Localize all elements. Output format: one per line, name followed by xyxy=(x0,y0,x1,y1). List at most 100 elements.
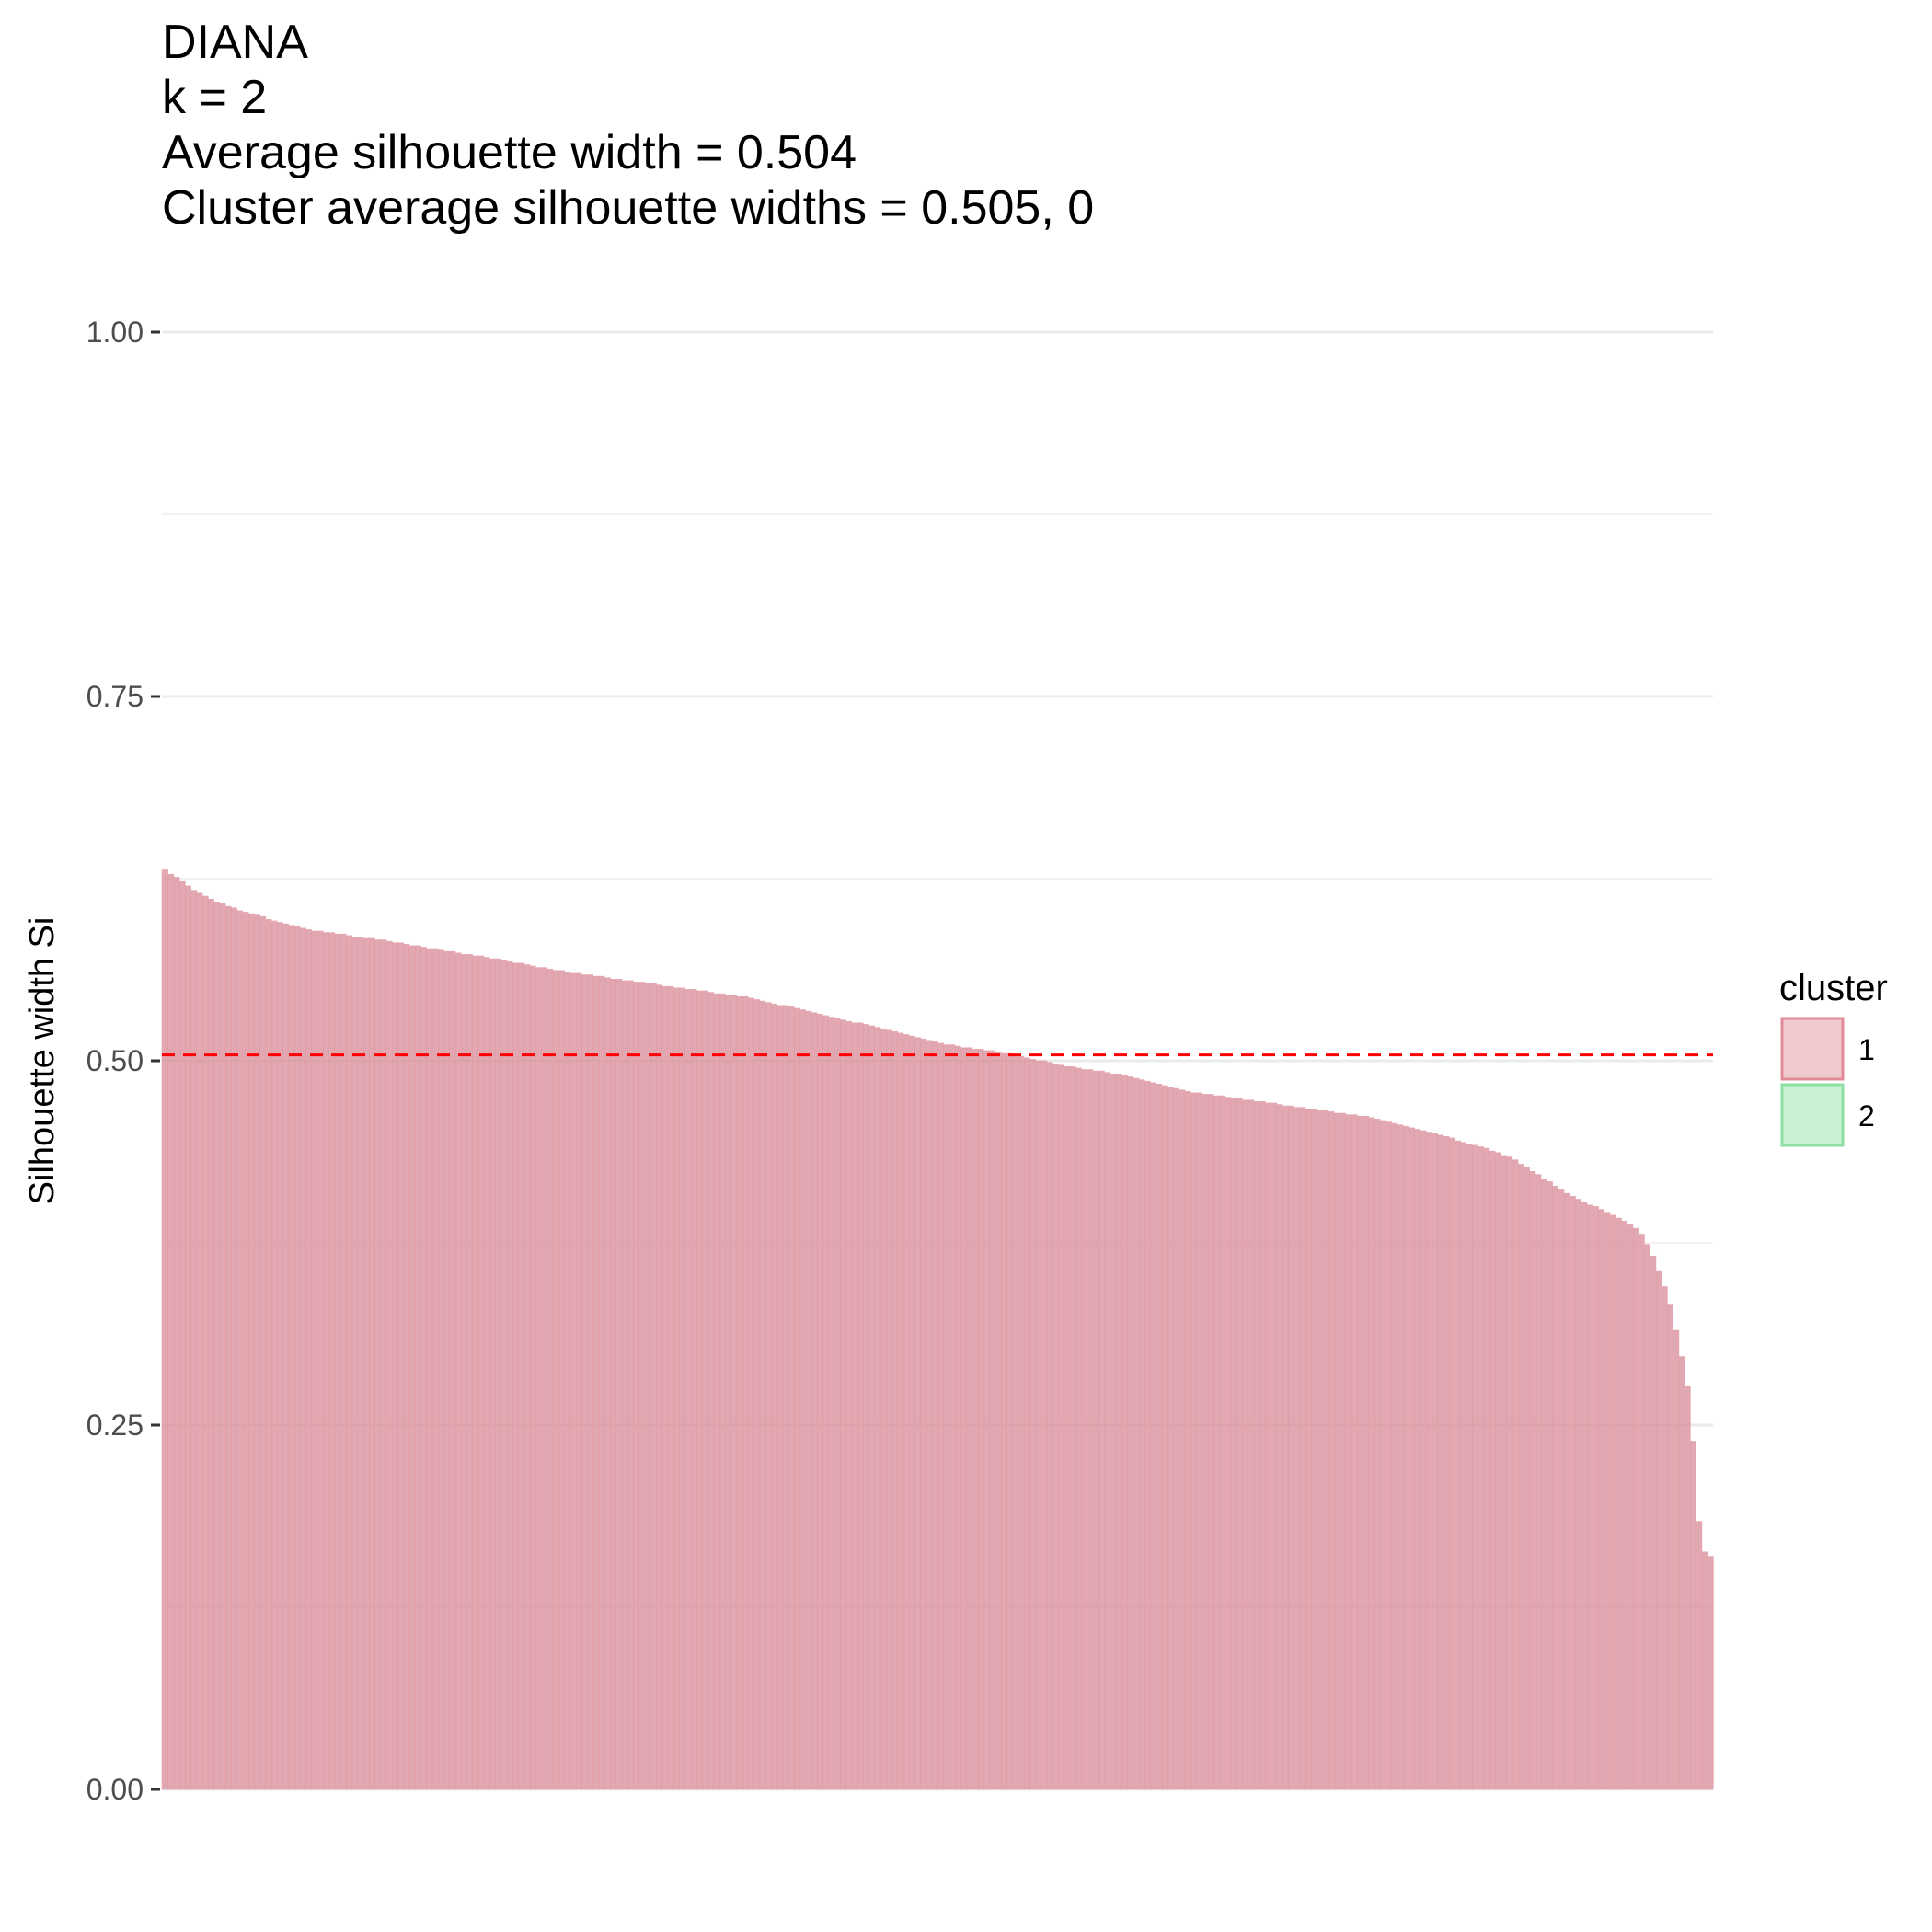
silhouette-bar xyxy=(1144,1080,1151,1790)
silhouette-bar xyxy=(1535,1174,1542,1790)
silhouette-bar xyxy=(379,939,387,1790)
silhouette-bar xyxy=(173,877,180,1790)
silhouette-bar xyxy=(351,937,359,1790)
silhouette-bar xyxy=(857,1022,864,1790)
silhouette-bar xyxy=(178,880,186,1790)
silhouette-bar xyxy=(788,1006,795,1790)
silhouette-bar xyxy=(719,993,726,1790)
silhouette-bar xyxy=(282,923,290,1790)
silhouette-bar xyxy=(402,943,410,1790)
silhouette-bar xyxy=(972,1049,979,1790)
silhouette-bar xyxy=(627,980,634,1790)
silhouette-bar xyxy=(891,1031,898,1790)
silhouette-bar xyxy=(1345,1114,1352,1790)
silhouette-bar xyxy=(1581,1202,1588,1790)
silhouette-bar xyxy=(1155,1084,1163,1790)
silhouette-bar xyxy=(1270,1102,1278,1790)
silhouette-bar xyxy=(1322,1110,1329,1790)
silhouette-bar xyxy=(1655,1270,1662,1790)
silhouette-bar xyxy=(880,1028,887,1790)
silhouette-bar xyxy=(914,1037,921,1790)
silhouette-bar xyxy=(1540,1179,1547,1790)
silhouette-bar xyxy=(483,957,490,1790)
silhouette-bar xyxy=(937,1042,944,1790)
silhouette-bar xyxy=(707,992,715,1790)
silhouette-bar xyxy=(1138,1079,1145,1790)
silhouette-bar xyxy=(500,960,508,1790)
silhouette-bar xyxy=(1374,1119,1381,1790)
silhouette-bar xyxy=(1574,1199,1582,1790)
silhouette-bar xyxy=(1087,1069,1094,1790)
silhouette-bar xyxy=(207,898,214,1790)
silhouette-bar xyxy=(161,869,168,1790)
silhouette-bar xyxy=(558,970,565,1790)
silhouette-bar xyxy=(368,937,375,1790)
silhouette-bar xyxy=(546,968,554,1790)
silhouette-bar xyxy=(575,972,582,1790)
silhouette-bar xyxy=(942,1044,950,1790)
silhouette-bar xyxy=(1259,1101,1266,1790)
legend-key xyxy=(1780,1083,1845,1147)
silhouette-bar xyxy=(1172,1087,1179,1790)
silhouette-bar xyxy=(1385,1121,1393,1790)
silhouette-bar xyxy=(885,1029,892,1790)
silhouette-bar xyxy=(776,1005,784,1790)
silhouette-bar xyxy=(1597,1209,1605,1790)
silhouette-bar xyxy=(494,958,502,1790)
silhouette-bar xyxy=(1666,1304,1673,1790)
legend-key xyxy=(1780,1017,1845,1081)
silhouette-bar xyxy=(919,1038,927,1790)
silhouette-bar xyxy=(339,933,347,1790)
silhouette-bar xyxy=(190,890,198,1790)
silhouette-bar xyxy=(655,984,662,1790)
silhouette-bar xyxy=(782,1005,789,1790)
silhouette-bar xyxy=(1293,1107,1301,1790)
bars xyxy=(161,869,1714,1790)
silhouette-bar xyxy=(1029,1059,1036,1790)
silhouette-bar xyxy=(828,1017,835,1790)
silhouette-bar xyxy=(1098,1070,1105,1790)
silhouette-bar xyxy=(1505,1156,1513,1790)
silhouette-bar xyxy=(1546,1181,1553,1790)
silhouette-bar xyxy=(1632,1227,1639,1790)
silhouette-bar xyxy=(581,974,588,1790)
silhouette-bar xyxy=(1057,1064,1065,1790)
silhouette-bar xyxy=(1689,1441,1696,1790)
silhouette-bar xyxy=(845,1020,853,1790)
silhouette-bar xyxy=(1620,1220,1628,1790)
silhouette-bar xyxy=(512,962,519,1790)
silhouette-bar xyxy=(701,990,708,1790)
silhouette-bar xyxy=(995,1052,1002,1790)
silhouette-bar xyxy=(1190,1092,1197,1790)
silhouette-bar xyxy=(1184,1090,1191,1790)
silhouette-bar xyxy=(1103,1072,1111,1790)
silhouette-bar xyxy=(1167,1087,1174,1790)
silhouette-bar xyxy=(247,913,255,1790)
silhouette-bar xyxy=(632,982,639,1790)
silhouette-bar xyxy=(1615,1217,1622,1790)
silhouette-bar xyxy=(1402,1125,1409,1790)
silhouette-bar xyxy=(1482,1147,1490,1790)
silhouette-bar xyxy=(586,974,594,1790)
silhouette-bar xyxy=(713,993,720,1790)
silhouette-bar xyxy=(1684,1385,1691,1790)
silhouette-bar xyxy=(678,987,685,1790)
silhouette-bar xyxy=(1707,1556,1714,1790)
y-tick-label: 0.25 xyxy=(86,1409,144,1442)
silhouette-bar xyxy=(1110,1073,1117,1790)
y-tick-label: 1.00 xyxy=(86,316,144,349)
silhouette-bar xyxy=(759,1000,766,1790)
silhouette-bar xyxy=(1282,1105,1289,1790)
silhouette-bar xyxy=(1241,1099,1248,1790)
silhouette-bar xyxy=(954,1045,961,1790)
silhouette-bar xyxy=(926,1040,933,1790)
silhouette-bar xyxy=(230,907,237,1790)
silhouette-bar xyxy=(477,955,485,1790)
silhouette-bar xyxy=(1299,1107,1306,1790)
silhouette-bar xyxy=(1643,1244,1651,1790)
silhouette-bar xyxy=(1201,1094,1209,1790)
silhouette-bar xyxy=(1287,1105,1294,1790)
silhouette-bar xyxy=(1500,1155,1507,1790)
silhouette-bar xyxy=(265,919,272,1790)
